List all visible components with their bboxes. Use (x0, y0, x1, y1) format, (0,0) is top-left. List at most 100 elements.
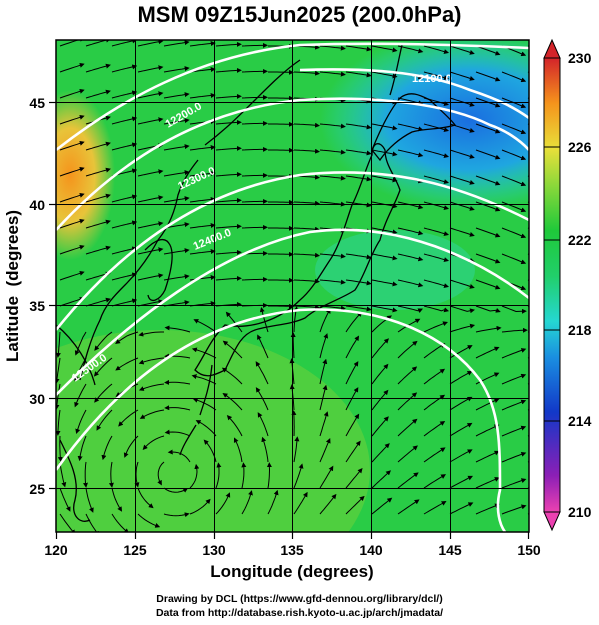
streamline (293, 200, 320, 206)
streamline (319, 308, 331, 333)
streamline (449, 305, 475, 314)
streamline (139, 409, 165, 419)
height-contours (56, 42, 529, 532)
streamline (423, 175, 450, 185)
streamline (215, 249, 242, 255)
streamline (137, 487, 154, 509)
streamline (449, 279, 475, 289)
streamline (163, 40, 190, 47)
streamline (93, 357, 113, 377)
streamline (137, 195, 164, 203)
colorbar-gradient (543, 57, 561, 513)
streamline (293, 226, 320, 232)
streamline (137, 513, 161, 528)
streamline (501, 478, 527, 489)
streamline (215, 492, 231, 515)
streamline (189, 249, 216, 255)
streamline (56, 409, 61, 436)
streamline (345, 361, 359, 385)
streamline (137, 40, 164, 47)
streamline (397, 149, 424, 158)
streamline (85, 487, 94, 513)
streamline (501, 71, 527, 83)
streamline (226, 415, 243, 437)
streamline (319, 438, 331, 463)
credit-drawing: Drawing by DCL (https://www.gfd-dennou.o… (156, 593, 443, 605)
streamline (59, 192, 85, 203)
streamline (423, 227, 450, 237)
streamline (449, 175, 475, 185)
streamline (74, 331, 87, 356)
streamline (501, 227, 527, 239)
streamline (423, 123, 450, 133)
colorbar-label: 230 (568, 50, 592, 66)
x-tick-label: 125 (123, 542, 147, 558)
streamline (345, 440, 361, 463)
streamline (189, 498, 211, 515)
streamline (423, 447, 446, 463)
streamline (94, 331, 113, 351)
streamline (475, 424, 500, 437)
streamline (319, 149, 346, 155)
streamline (167, 449, 191, 463)
streamline (163, 144, 190, 151)
streamline (115, 357, 139, 371)
streamline (397, 227, 424, 236)
streamline (241, 94, 268, 100)
streamline (215, 93, 242, 99)
streamline (291, 410, 297, 437)
streamline (449, 370, 473, 385)
streamline (111, 298, 138, 307)
streamline (164, 405, 191, 411)
streamline (345, 335, 360, 359)
streamline (371, 470, 391, 489)
streamline (319, 279, 346, 285)
streamline (59, 244, 85, 255)
y-tick-label: 25 (29, 481, 45, 497)
streamline (293, 463, 304, 489)
streamline (241, 120, 268, 126)
streamline (111, 40, 138, 47)
streamline (345, 387, 359, 411)
streamline (293, 306, 299, 333)
streamline (111, 513, 130, 532)
streamline (293, 70, 320, 76)
streamline (142, 435, 165, 450)
x-tick-label: 120 (44, 542, 68, 558)
streamline (138, 331, 164, 337)
streamline (222, 340, 243, 359)
streamline (449, 345, 473, 359)
streamline (290, 332, 296, 359)
streamline (164, 429, 191, 437)
streamline (293, 252, 320, 258)
streamline (475, 305, 501, 313)
streamline (345, 279, 372, 286)
streamline (423, 253, 450, 263)
streamline (501, 305, 527, 314)
streamline (371, 71, 398, 79)
streamline (319, 465, 334, 489)
y-tick-label: 35 (29, 298, 45, 314)
colorbar-label: 218 (568, 322, 592, 338)
streamline (111, 220, 138, 229)
streamline (83, 461, 88, 488)
streamline (319, 123, 346, 129)
streamline (371, 123, 398, 131)
streamline (137, 247, 164, 255)
streamline (319, 493, 337, 515)
colorbar-label: 210 (568, 504, 592, 520)
colorbar: 230 226 222 218 214 210 (543, 38, 592, 532)
streamline (475, 450, 500, 463)
streamline (397, 279, 424, 288)
streamline (293, 304, 320, 310)
streamline (475, 201, 501, 212)
streamline (501, 253, 527, 265)
streamline (189, 197, 216, 203)
streamline (85, 297, 111, 307)
streamline (423, 201, 450, 211)
colorbar-label: 226 (568, 139, 592, 155)
streamline (59, 487, 71, 512)
streamline (189, 463, 200, 489)
streamline (423, 149, 450, 159)
streamline (345, 467, 363, 489)
